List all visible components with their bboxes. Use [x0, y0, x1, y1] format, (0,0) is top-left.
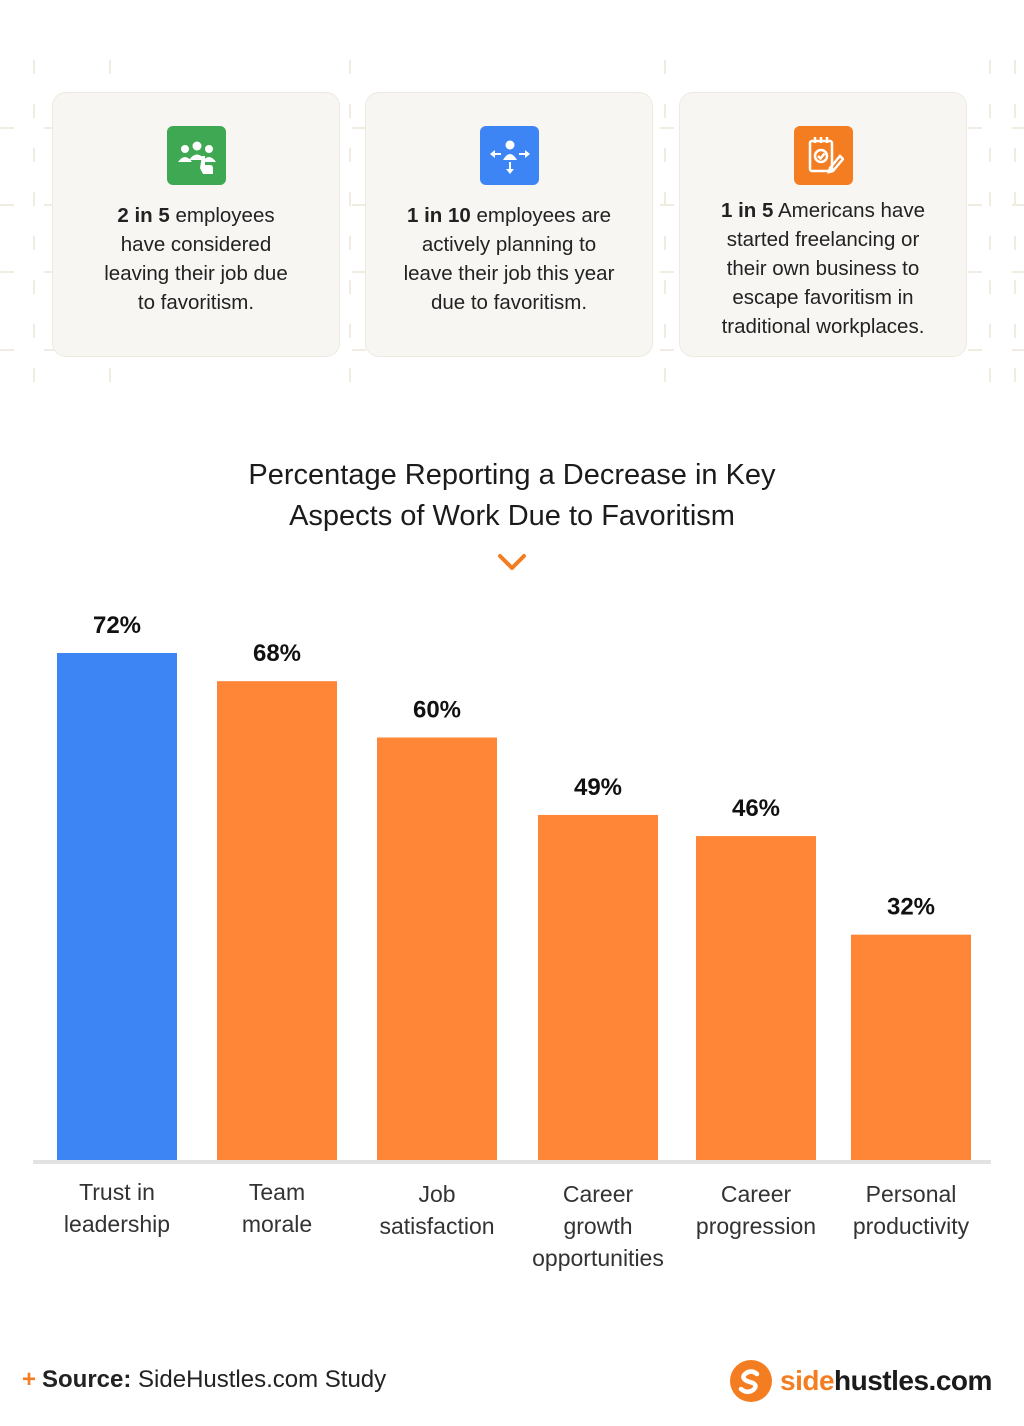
stat-line: escape favoritism in: [732, 286, 914, 309]
bar-3: [377, 737, 497, 1160]
stat-line: 2 in 5 employees: [117, 204, 275, 227]
bar-4: [538, 814, 658, 1160]
value-label-2: 68%: [253, 640, 301, 667]
source-text: SideHustles.com Study: [131, 1366, 387, 1393]
category-label-5: Career progression: [696, 1181, 816, 1239]
category-label-3: Job satisfaction: [379, 1181, 494, 1239]
stat-card-freelancing: 1 in 5 Americans have started freelancin…: [679, 92, 967, 357]
source-label: Source:: [42, 1366, 132, 1393]
value-label-4: 49%: [574, 774, 622, 801]
value-label-1: 72%: [93, 612, 141, 639]
category-label-6: Personal productivity: [853, 1181, 970, 1239]
logo-wordmark: sidehustles.com: [780, 1365, 992, 1396]
bar-1: [57, 653, 177, 1160]
stat-line: 1 in 10 employees are: [407, 204, 611, 227]
value-label-3: 60%: [413, 697, 461, 724]
team-pointing-icon: [167, 126, 226, 185]
bar-2: [217, 681, 337, 1160]
chart-title-line-1: Percentage Reporting a Decrease in Key: [248, 459, 776, 491]
person-arrows-icon: [480, 126, 539, 185]
stat-line: actively planning to: [421, 233, 597, 256]
stat-line: 1 in 5 Americans have: [721, 199, 925, 222]
stat-line: leave their job this year: [403, 262, 615, 285]
stat-line: due to favoritism.: [430, 291, 588, 314]
stat-line: started freelancing or: [726, 228, 920, 251]
plus-icon: +: [22, 1366, 37, 1393]
bar-chart: 72% Trust in leadership 68% Team morale 60% Job…: [33, 612, 991, 1271]
value-label-5: 46%: [732, 795, 780, 822]
stat-line: have considered: [120, 233, 272, 256]
value-label-6: 32%: [887, 894, 935, 921]
bar-5: [696, 836, 816, 1160]
source-note: + Source: SideHustles.com Study: [22, 1366, 386, 1394]
stat-line: traditional workplaces.: [721, 315, 925, 338]
stat-line: to favoritism.: [137, 291, 255, 314]
stat-line: their own business to: [726, 257, 920, 280]
chart-title-line-2: Aspects of Work Due to Favoritism: [289, 500, 735, 532]
category-label-2: Team morale: [242, 1179, 312, 1237]
stat-text: 1 in 10 employees are actively planning …: [396, 201, 622, 317]
stat-text: 2 in 5 employees have considered leaving…: [83, 201, 309, 317]
stat-line: leaving their job due: [104, 262, 288, 285]
checklist-pencil-icon: [794, 126, 853, 185]
stat-card-planning-to-leave: 1 in 10 employees are actively planning …: [365, 92, 653, 357]
category-label-1: Trust in leadership: [64, 1179, 170, 1237]
sidehustles-logo: sidehustles.com: [730, 1360, 992, 1402]
chart-title: Percentage Reporting a Decrease in Key A…: [0, 455, 1024, 537]
bar-6: [851, 934, 971, 1160]
stat-card-favoritism-considered: 2 in 5 employees have considered leaving…: [52, 92, 340, 357]
category-label-4: Career growth opportunities: [532, 1181, 664, 1271]
stat-text: 1 in 5 Americans have started freelancin…: [710, 196, 936, 341]
logo-mark-icon: [730, 1360, 772, 1402]
chevron-down-icon: [498, 554, 526, 570]
